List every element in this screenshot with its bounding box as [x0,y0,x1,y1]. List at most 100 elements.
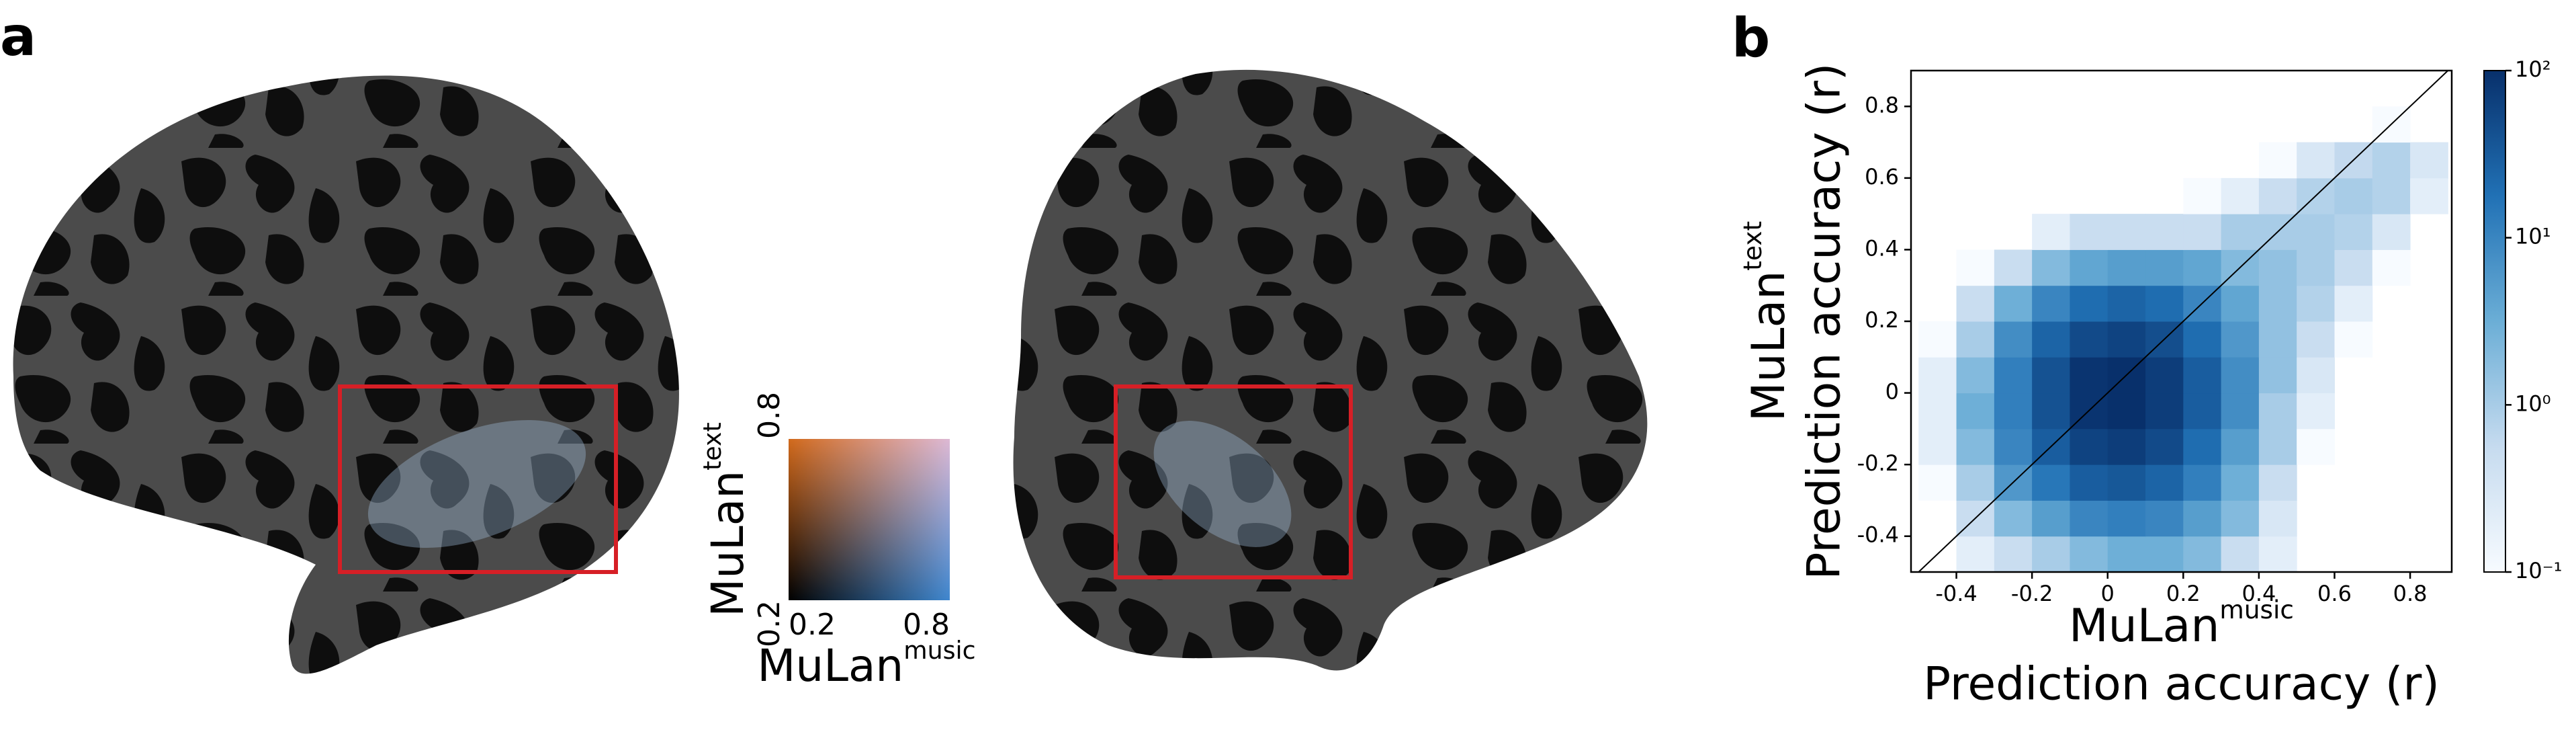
hist-cell [2221,214,2260,250]
hist-cell [2183,214,2222,250]
hist-cell [2032,249,2070,286]
hist-cell [2032,321,2070,358]
hist-cell [1994,285,2033,322]
hist-cell [2183,249,2222,286]
axis-label: Prediction accuracy (r) [1798,63,1851,580]
hist-cell [2258,464,2297,501]
hist-cell [2258,285,2297,322]
legend-y-tick: 0.2 [752,600,787,647]
hist-cell [2070,464,2108,501]
hist-cell [2334,321,2373,358]
hist-cell [2145,464,2184,501]
hist-cell [2258,321,2297,358]
hist-cell [2334,177,2373,214]
y-tick-label: 0.8 [1865,92,1899,118]
y-tick-label: 0.6 [1865,164,1899,190]
hist-cell [2258,393,2297,430]
x-tick-label: 0.8 [2393,581,2428,606]
colorbar-tick-label: 10⁰ [2515,391,2551,416]
hist-cell [1918,428,1957,465]
hist-cell [2107,249,2146,286]
hist-cell [2145,536,2184,573]
hist-cell [2032,214,2070,250]
x-tick-label: 0.6 [2317,581,2352,606]
colorbar-tick-label: 10² [2515,56,2551,82]
hist-cell [2183,536,2222,573]
x-tick-label: 0 [2101,581,2115,606]
panel-label: b [1732,7,1770,69]
hist-cell [2183,357,2222,394]
hist-cell [2032,393,2070,430]
hist-cell [1956,428,1995,465]
hist-cell [1994,536,2033,573]
x-tick-label: 0.2 [2166,581,2201,606]
hist-cell [2221,464,2260,501]
hist-cell [2221,393,2260,430]
hist-cell [1994,393,2033,430]
left-brain [13,75,679,674]
colorbar-tick-label: 10⁻¹ [2515,558,2562,583]
activation [367,419,586,548]
axis-label: MuLantext [698,422,754,616]
hist-cell [2032,500,2070,537]
hist-cell [2258,142,2297,179]
y-tick-label: 0 [1885,379,1899,405]
hist-cell [2410,142,2448,179]
hist-cell [2221,321,2260,358]
hist-cell [2334,214,2373,250]
hist-cell [2107,214,2146,250]
y-tick-label: -0.2 [1857,450,1899,476]
hist-cell [2258,536,2297,573]
hist-cell [2145,500,2184,537]
hist-cell [2070,500,2108,537]
hist-cell [1994,321,2033,358]
activation [1153,421,1292,547]
hist-cell [2070,536,2108,573]
legend-x-tick: 0.2 [789,608,836,642]
hist-cell [2297,321,2335,358]
hist-cell [2221,357,2260,394]
x-tick-label: 0.4 [2241,581,2276,606]
hist-cell [2334,249,2373,286]
hist-cell [2032,464,2070,501]
hist-cell [2070,321,2108,358]
hist-cell [2258,428,2297,465]
hist-cell [2107,500,2146,537]
hist-cell [2107,285,2146,322]
hist-cell [2297,393,2335,430]
axis-label: MuLanmusic [2069,595,2294,653]
hist-cell [1956,393,1995,430]
hist-cell [2183,393,2222,430]
hist-cell [2070,285,2108,322]
label-sup: music [2219,595,2294,624]
y-tick-label: -0.4 [1857,522,1899,548]
hist-cell [2183,428,2222,465]
hist-cell [2183,500,2222,537]
axis-label: MuLanmusic [757,636,975,692]
legend-x-tick: 0.8 [903,608,950,642]
hist-cell [1918,321,1957,358]
label-sup: music [903,636,975,665]
label-sup: text [698,422,727,471]
hist-cell [2032,536,2070,573]
hist-cell [1956,321,1995,358]
hist-cell [1918,464,1957,501]
hist-cell [2258,500,2297,537]
hist-cell [1918,393,1957,430]
colorbar-tick-label: 10¹ [2515,224,2551,249]
hist-cell [2070,428,2108,465]
hist-cell [2145,249,2184,286]
label-sup: text [1738,221,1767,271]
hist-cell [1994,428,2033,465]
hist-cell [2183,321,2222,358]
label-name: MuLan [757,640,903,692]
hist-cell [2258,357,2297,394]
hist-cell [2372,177,2411,214]
hist-cell [2107,428,2146,465]
colorbar [2483,70,2506,573]
hist-cell [1956,536,1995,573]
hist-cell [2334,285,2373,322]
axis-label: MuLantext [1738,221,1795,421]
hist-cell [1956,249,1995,286]
right-brain [1013,69,1648,671]
